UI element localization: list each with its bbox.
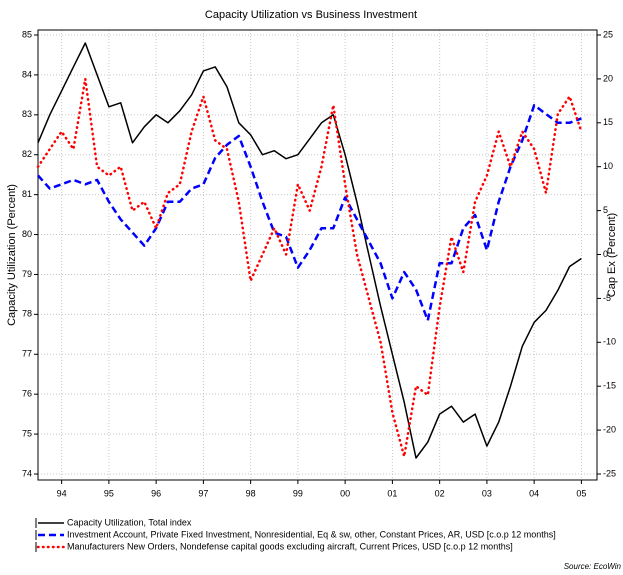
legend-label: Capacity Utilization, Total index <box>67 517 192 527</box>
x-tick-label: 94 <box>57 488 67 498</box>
y2-tick-label: 25 <box>603 29 613 39</box>
series-line <box>36 77 583 458</box>
y2-axis-label: Cap Ex (Percent) <box>606 213 618 297</box>
x-tick-label: 03 <box>482 488 492 498</box>
x-tick-label: 97 <box>198 488 208 498</box>
y2-tick-label: -20 <box>603 424 616 434</box>
series-line <box>37 42 582 459</box>
x-tick-label: 00 <box>340 488 350 498</box>
y2-tick-label: 5 <box>603 205 608 215</box>
legend-label: Manufacturers New Orders, Nondefense cap… <box>67 541 513 551</box>
y-tick-label: 85 <box>22 29 32 39</box>
source: Source: EcoWin <box>564 562 622 571</box>
x-tick-label: 05 <box>576 488 586 498</box>
y2-tick-label: 10 <box>603 161 613 171</box>
x-tick-label: 96 <box>151 488 161 498</box>
y-axis-label: Capacity Utilization (Percent) <box>6 184 18 326</box>
y-tick-label: 78 <box>22 309 32 319</box>
x-tick-label: 04 <box>529 488 539 498</box>
y-tick-label: 83 <box>22 109 32 119</box>
chart-title: Capacity Utilization vs Business Investm… <box>205 9 417 21</box>
y-tick-label: 74 <box>22 468 32 478</box>
y-tick-label: 75 <box>22 428 32 438</box>
series-line <box>37 103 582 322</box>
legend-label: Investment Account, Private Fixed Invest… <box>67 529 556 539</box>
y2-tick-label: -5 <box>603 293 611 303</box>
y-tick-label: 80 <box>22 229 32 239</box>
y-tick-label: 77 <box>22 349 32 359</box>
y-tick-label: 79 <box>22 269 32 279</box>
x-tick-label: 02 <box>435 488 445 498</box>
x-tick-label: 01 <box>387 488 397 498</box>
y2-tick-label: -25 <box>603 468 616 478</box>
y2-tick-label: 0 <box>603 249 608 259</box>
x-tick-label: 95 <box>104 488 114 498</box>
x-tick-label: 98 <box>246 488 256 498</box>
y2-tick-label: -15 <box>603 381 616 391</box>
y-tick-label: 76 <box>22 389 32 399</box>
y2-tick-label: 15 <box>603 117 613 127</box>
y-tick-label: 82 <box>22 149 32 159</box>
y2-tick-label: 20 <box>603 73 613 83</box>
y2-tick-label: -10 <box>603 337 616 347</box>
plot-frame <box>37 29 598 481</box>
y-tick-label: 81 <box>22 189 32 199</box>
x-tick-label: 99 <box>293 488 303 498</box>
y-tick-label: 84 <box>22 69 32 79</box>
